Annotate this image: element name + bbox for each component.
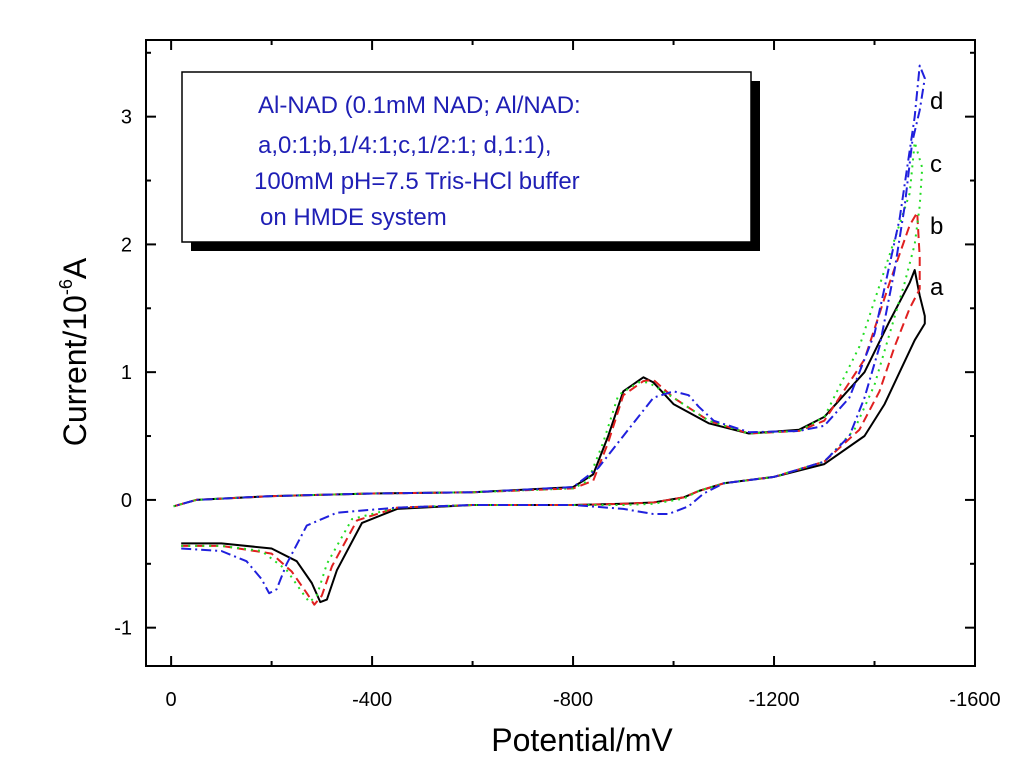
y-tick-label: 0 <box>121 490 132 512</box>
legend-line-1: Al-NAD (0.1mM NAD; Al/NAD: <box>258 92 581 119</box>
legend-box <box>181 71 752 243</box>
curve-label-c: c <box>930 151 942 178</box>
series-group <box>173 64 926 606</box>
curve-label-b: b <box>930 213 943 240</box>
series-a-line <box>173 269 926 604</box>
x-tick-label: -1600 <box>949 689 1000 711</box>
y-tick-label: 2 <box>121 234 132 256</box>
y-axis-title-unit: A <box>57 257 93 279</box>
y-axis-title: Current/10-6A <box>56 257 93 446</box>
x-tick-label: -400 <box>352 689 392 711</box>
y-tick-label: 3 <box>121 107 132 129</box>
y-axis-title-main: Current/10 <box>57 295 93 446</box>
y-tick-label: -1 <box>114 618 132 640</box>
curve-label-d: d <box>930 88 943 115</box>
series-c-line <box>173 141 924 604</box>
legend-line-3: 100mM pH=7.5 Tris-HCl buffer <box>254 168 580 195</box>
x-axis-title: Potential/mV <box>491 722 673 758</box>
x-tick-label: 0 <box>166 689 177 711</box>
series-b-line <box>173 211 921 606</box>
x-tick-label: -800 <box>553 689 593 711</box>
y-axis-title-exp: -6 <box>56 279 76 295</box>
legend-line-4: on HMDE system <box>260 204 447 231</box>
curve-label-a: a <box>930 274 944 301</box>
x-tick-label: -1200 <box>748 689 799 711</box>
axis-ticks: 0 -400 -800 -1200 -1600 -1 0 1 2 3 <box>114 40 1001 711</box>
legend-line-2: a,0:1;b,1/4:1;c,1/2:1; d,1:1), <box>258 132 552 159</box>
y-tick-label: 1 <box>121 362 132 384</box>
